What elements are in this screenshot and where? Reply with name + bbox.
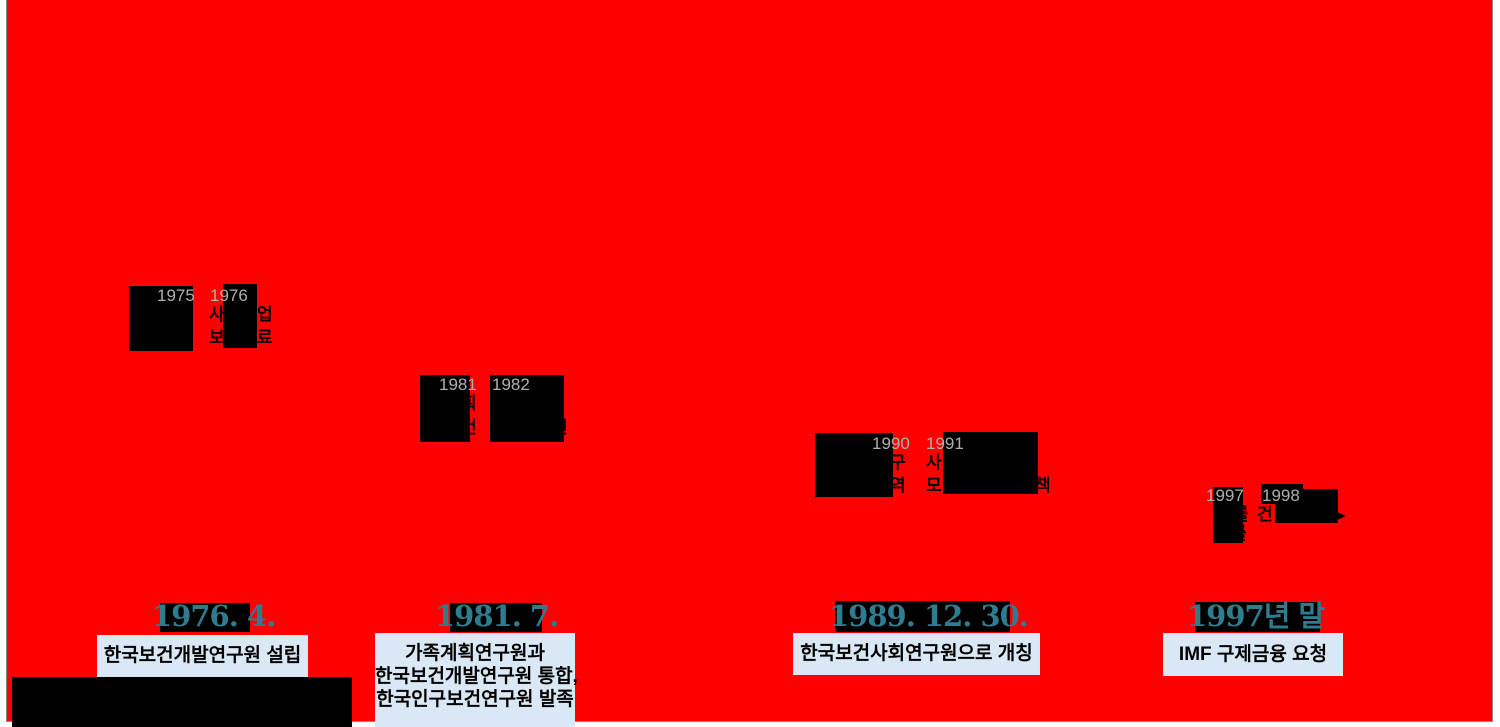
milestone-label-box: IMF 구제금융 요청 xyxy=(1163,633,1343,676)
photo-placeholder-1997 xyxy=(1213,487,1243,543)
caption-fragment: 모 xyxy=(926,476,942,495)
photo-placeholder-1991 xyxy=(943,432,1038,494)
caption-fragment: 건 xyxy=(1257,505,1273,524)
year-label-1976: 1976 xyxy=(210,286,248,305)
caption-fragment: 구 xyxy=(890,453,906,472)
milestone-date: 1997년 말 xyxy=(1187,599,1325,633)
milestone-label-text: 한국보건개발연구원 통합, xyxy=(375,666,578,687)
milestone-label-text: 한국보건개발연구원 설립 xyxy=(103,645,302,666)
photo-placeholder-1981 xyxy=(420,375,470,442)
milestone-label-box: 가족계획연구원과 한국보건개발연구원 통합, 한국인구보건연구원 발족 xyxy=(375,633,578,727)
caption-fragment: 보 xyxy=(209,328,225,347)
milestone-label-text: 한국보건사회연구원으로 개칭 xyxy=(800,643,1033,664)
milestone-date-highlight xyxy=(1195,602,1320,632)
year-label-1997: 1997 xyxy=(1206,486,1244,505)
caption-fragment: 역 xyxy=(890,476,906,495)
caption-fragment: 사 xyxy=(926,453,942,472)
milestone-date-highlight xyxy=(450,603,542,632)
year-label-1982: 1982 xyxy=(492,375,530,394)
caption-fragment: 책 xyxy=(1035,476,1051,495)
caption-fragment: 료 xyxy=(257,328,273,347)
year-label-1990: 1990 xyxy=(872,434,910,453)
milestone-date-highlight xyxy=(835,601,1010,632)
milestone-label-box: 한국보건사회연구원으로 개칭 xyxy=(793,633,1040,675)
photo-placeholder-1982 xyxy=(490,375,564,442)
caption-fragment: 사 xyxy=(209,305,225,324)
milestone-label-text: 가족계획연구원과 xyxy=(405,643,545,664)
photo-placeholder-1976 xyxy=(223,284,257,348)
year-label-1998: 1998 xyxy=(1262,486,1300,505)
milestone-label-box: 한국보건개발연구원 설립 xyxy=(97,635,308,677)
photo-placeholder-1990 xyxy=(815,433,893,497)
photo-placeholder-1998 xyxy=(1275,489,1338,523)
milestone-label-text: 한국인구보건연구원 발족 xyxy=(376,689,574,710)
milestone-date-highlight xyxy=(160,603,250,632)
year-label-1975: 1975 xyxy=(157,286,195,305)
photo-placeholder-1975 xyxy=(129,286,193,351)
milestone-date: 1989. 12. 30. xyxy=(829,599,1029,633)
milestone-date: 1981. 7. xyxy=(435,599,559,633)
caption-fragment: 업 xyxy=(257,305,273,324)
redacted-box xyxy=(12,677,352,727)
slide-background xyxy=(6,0,1493,722)
milestone-date: 1976. 4. xyxy=(152,599,276,633)
milestone-label-text: IMF 구제금융 요청 xyxy=(1178,644,1328,665)
year-label-1991: 1991 xyxy=(926,434,964,453)
year-label-1981: 1981 xyxy=(439,375,477,394)
